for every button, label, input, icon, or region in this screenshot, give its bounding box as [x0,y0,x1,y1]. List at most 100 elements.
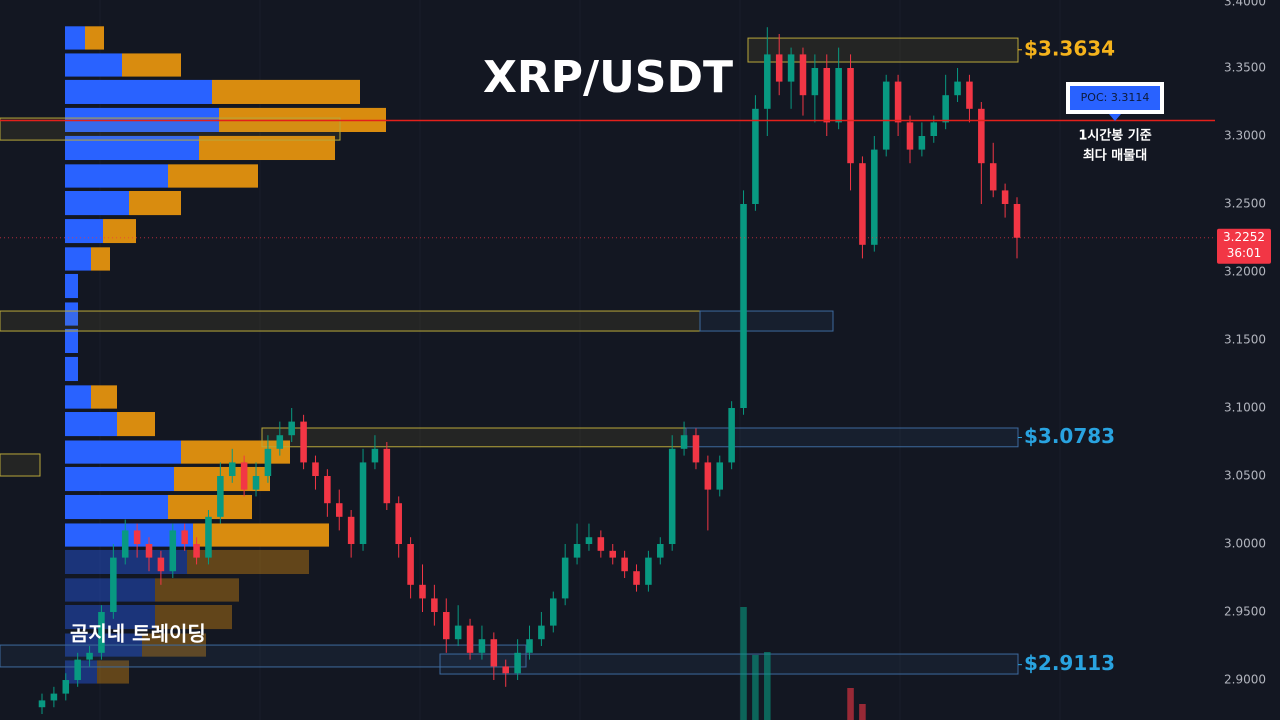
candle-body [419,584,426,599]
y-tick-label: 2.9000 [1224,673,1266,687]
overlay-layer: 2.9000 2.9500 3.0000 3.0500 3.1000 3.1500 3.20… [0,0,1271,687]
volume-bar [764,652,771,720]
candle-body [954,81,961,96]
candle-body [38,700,46,708]
candle-body [442,612,450,640]
level-label: $3.3634 [1024,36,1115,60]
candle-body [1001,190,1009,205]
candle-body [573,544,581,558]
candle-body [145,544,153,558]
profile-sell [103,219,136,244]
profile-buy [65,660,97,684]
candle-body [847,68,854,164]
zone-layer [0,37,1019,675]
last-price-tag [1217,228,1271,264]
candle-body [252,476,260,490]
candle-body [407,544,414,585]
volume-bar [847,688,854,720]
profile-sell [85,26,104,50]
candle-body [371,448,379,463]
candle-body [324,476,331,504]
candle-body [704,462,712,490]
poc-note: 1시간봉 기준 [1078,128,1151,144]
profile-buy [65,26,85,50]
candle-body [50,693,58,701]
y-tick-label: 3.3500 [1224,61,1266,75]
candle-body [359,462,367,545]
candle-body [431,598,438,613]
candle-body [668,448,676,545]
zone [0,644,527,668]
volume-layer [740,607,866,720]
watermark: 곰지네 트레이딩 [70,622,206,646]
candle-body [787,54,795,82]
profile-buy [65,466,174,492]
y-tick-label: 3.3000 [1224,129,1266,143]
zone [0,453,41,477]
profile-sell [122,53,181,77]
candle-body [740,204,747,409]
candle-body [383,448,391,504]
zone [685,427,1019,448]
profile-buy [65,385,91,409]
zone [439,653,1019,675]
candle-body [157,557,165,572]
candle-body [633,571,640,585]
candle-body [942,95,949,123]
volume-bar [752,655,759,720]
candle-body [526,639,533,653]
candle-body [645,557,652,585]
candle-body [312,462,319,477]
candle-body [930,122,938,137]
y-tick-label: 3.1500 [1224,333,1266,347]
candle-body [918,136,926,150]
y-tick-label: 3.4000 [1224,0,1266,9]
chart-title: XRP/USDT [483,52,733,103]
profile-sell [91,385,117,409]
profile-sell [117,412,155,437]
candle-body [478,639,486,653]
candle-body [205,516,212,558]
profile-buy [65,273,78,299]
profile-sell [168,494,252,520]
poc-box [1070,86,1160,110]
candle-body [680,435,688,449]
candle-body [288,421,295,436]
candle-body [133,530,141,545]
candle-body [395,503,402,545]
profile-buy [65,247,91,271]
candle-body [597,537,605,551]
volume-bar [740,607,747,720]
candle-body [966,81,973,109]
profile-sell [168,164,258,188]
candle-body [240,462,248,490]
candle-body [193,544,200,558]
candle-body [811,68,819,96]
candle-body [692,435,700,463]
profile-sell [155,604,232,630]
profile-sell [97,660,129,684]
last-price-label: 3.2252 [1223,230,1265,244]
candle-body [300,421,307,463]
candle-body [514,652,521,674]
zone [261,427,687,448]
candle-body [799,54,807,96]
candle-body [121,530,129,558]
candle-body [490,639,498,667]
profile-buy [65,412,117,437]
poc-pointer [1109,114,1121,121]
profile-buy [65,440,181,464]
zone [0,310,701,332]
candle-body [728,408,735,463]
candle-body [347,516,355,545]
candle-body [978,108,985,164]
zone [699,310,834,332]
poc-label: POC: 3.3114 [1081,91,1150,104]
profile-buy [65,219,103,244]
candle-body [585,537,593,545]
candle-body [181,530,188,545]
candle-body [764,54,771,109]
candle-body [823,68,831,123]
candle-body [74,659,81,681]
